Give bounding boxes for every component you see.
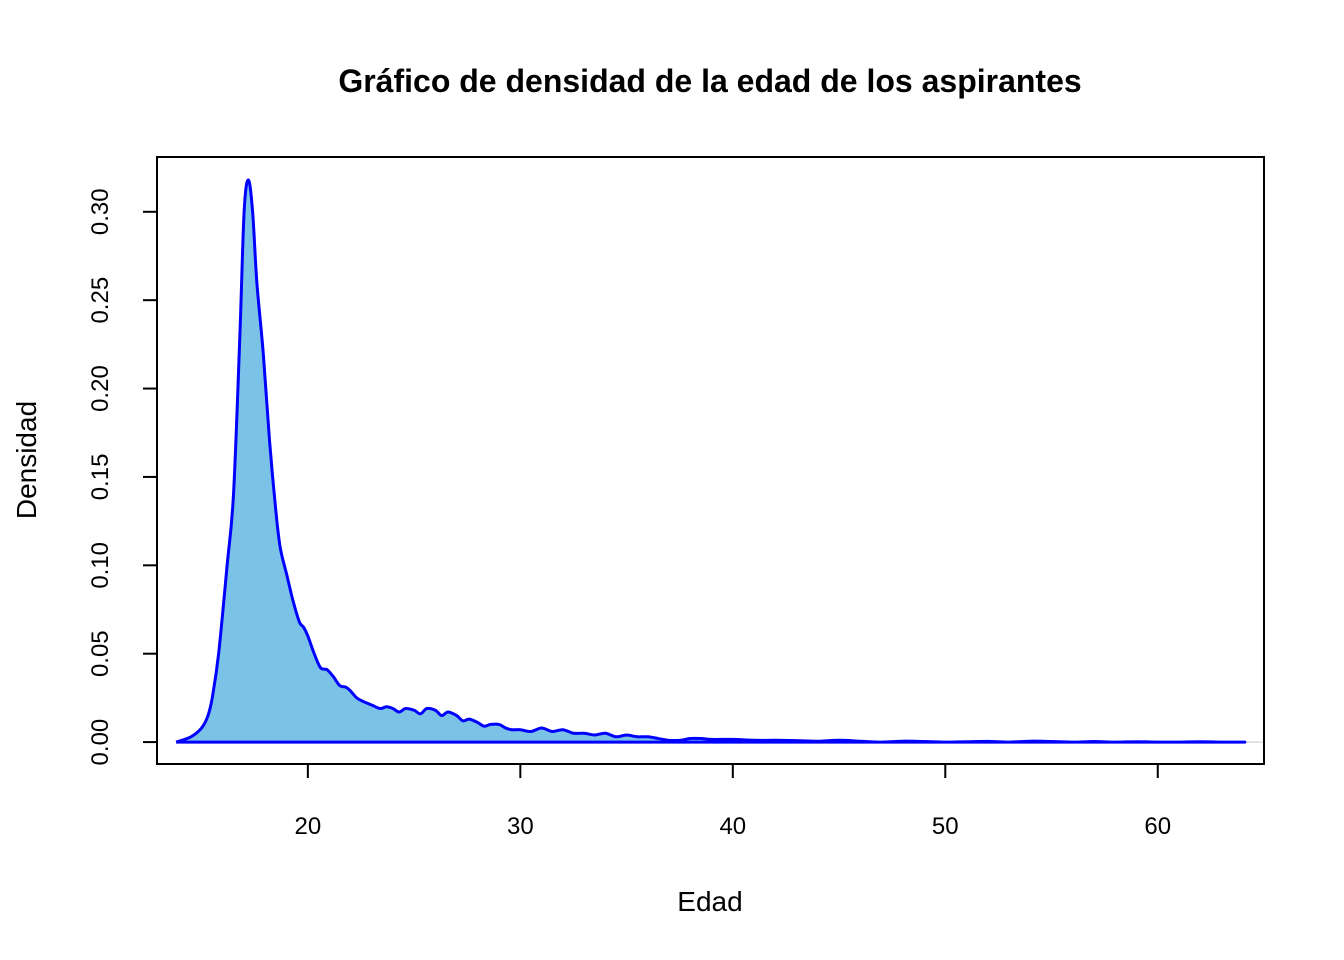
chart-title: Gráfico de densidad de la edad de los as…	[338, 63, 1081, 99]
x-tick-label: 60	[1144, 813, 1171, 840]
y-tick-label: 0.15	[87, 454, 114, 501]
y-axis-label: Densidad	[11, 401, 42, 519]
x-tick-label: 50	[932, 813, 959, 840]
x-tick-label: 30	[507, 813, 534, 840]
y-tick-label: 0.00	[87, 719, 114, 766]
density-area	[176, 179, 1245, 743]
y-axis: 0.00 0.05 0.10 0.15 0.20 0.25 0.30	[87, 188, 158, 766]
y-tick-label: 0.10	[87, 542, 114, 589]
y-tick-label: 0.25	[87, 277, 114, 324]
x-tick-label: 40	[719, 813, 746, 840]
y-tick-label: 0.30	[87, 188, 114, 235]
density-curve	[175, 178, 1247, 744]
x-axis-label: Edad	[677, 886, 742, 917]
y-tick-label: 0.20	[87, 365, 114, 412]
y-tick-label: 0.05	[87, 630, 114, 677]
x-tick-label: 20	[295, 813, 322, 840]
plot-area	[156, 156, 1265, 765]
x-axis: 20 30 40 50 60	[295, 763, 1171, 840]
